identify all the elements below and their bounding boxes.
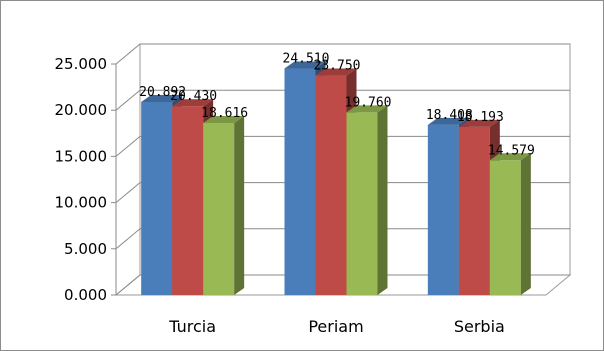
bar bbox=[489, 153, 531, 295]
bar-front bbox=[284, 68, 316, 295]
bar-front bbox=[458, 126, 490, 295]
data-label: 18.408 bbox=[426, 108, 473, 123]
category-label: Serbia bbox=[454, 317, 505, 336]
bar-front bbox=[489, 160, 521, 295]
category-label: Periam bbox=[308, 317, 363, 336]
bar-top bbox=[315, 68, 357, 76]
bar-top bbox=[458, 119, 500, 127]
bar-front bbox=[141, 101, 173, 295]
bar-top bbox=[346, 105, 388, 113]
data-label: 18.193 bbox=[457, 110, 504, 125]
bars bbox=[141, 61, 531, 295]
bar-front bbox=[346, 112, 378, 295]
data-label: 24.510 bbox=[283, 52, 330, 67]
bar-top bbox=[427, 117, 469, 125]
bar-side bbox=[234, 115, 245, 295]
bar-top bbox=[141, 94, 183, 102]
gridline bbox=[115, 228, 570, 250]
gridline bbox=[115, 43, 570, 65]
data-label: 20.430 bbox=[170, 89, 217, 104]
bar-front bbox=[315, 75, 347, 295]
bar-side bbox=[377, 105, 388, 295]
bar-front bbox=[172, 106, 204, 295]
bar-top bbox=[284, 61, 326, 69]
data-label: 19.760 bbox=[345, 95, 392, 110]
bar-front bbox=[427, 124, 459, 295]
gridline bbox=[115, 274, 570, 296]
bar bbox=[203, 115, 245, 295]
bar-top bbox=[172, 99, 214, 107]
y-tick-label: 5.000 bbox=[64, 240, 107, 258]
y-tick-label: 0.000 bbox=[64, 286, 107, 304]
gridline bbox=[115, 135, 570, 157]
x-axis-categories: Turcia Periam Serbia bbox=[168, 317, 505, 336]
category-label: Turcia bbox=[168, 317, 216, 336]
y-tick-label: 10.000 bbox=[55, 194, 108, 212]
gridlines bbox=[111, 43, 570, 296]
data-label: 23.750 bbox=[314, 59, 361, 74]
data-label: 20.892 bbox=[139, 85, 186, 100]
y-tick-label: 25.000 bbox=[55, 55, 108, 73]
y-tick-label: 15.000 bbox=[55, 147, 108, 165]
bar-front bbox=[203, 122, 235, 295]
bar-side bbox=[520, 153, 531, 295]
bar-top bbox=[203, 115, 245, 123]
bar bbox=[346, 105, 388, 295]
data-label: 18.616 bbox=[201, 106, 248, 121]
y-tick-label: 20.000 bbox=[55, 101, 108, 119]
bar-top bbox=[489, 153, 531, 161]
gridline bbox=[115, 89, 570, 111]
data-label: 14.579 bbox=[488, 143, 535, 158]
gridline bbox=[115, 182, 570, 203]
y-axis-ticks: 0.000 5.000 10.000 15.000 20.000 25.000 bbox=[55, 55, 108, 304]
